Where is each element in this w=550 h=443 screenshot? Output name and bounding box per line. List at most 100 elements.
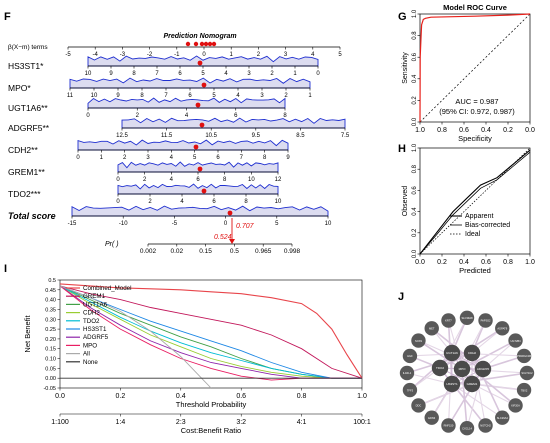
- nomogram-tick-label: 0: [76, 155, 80, 161]
- dca-cost-tick-label: 2:3: [176, 419, 186, 426]
- nomogram-tick-label: 2: [270, 71, 274, 77]
- beta-point: [199, 41, 205, 47]
- nomogram-tick-label: -5: [172, 221, 178, 227]
- nomogram-tick-label: 2: [123, 155, 127, 161]
- network-node-label: MPO: [459, 367, 467, 371]
- nomogram-tick-label: 1: [308, 93, 312, 99]
- network-node-label: CDH2: [468, 351, 476, 355]
- beta-point: [185, 41, 191, 47]
- nomogram-tick-label: 8: [223, 177, 227, 183]
- network-node-center: [443, 344, 461, 362]
- network-node-outer: [519, 365, 535, 381]
- dca-x-tick-label: 0.4: [176, 393, 186, 400]
- network-node-outer: [508, 398, 523, 413]
- nomogram-tick-label: -1: [174, 52, 180, 58]
- dca-y-tick-label: 0.40: [45, 298, 56, 304]
- observation-point: [197, 166, 203, 172]
- dca-panel: I -0.05 0.00 0.05 0.10 0.15 0.20 0.25 0.30 0.35 0.…: [4, 263, 371, 435]
- dca-y-tick-label: 0.20: [45, 337, 56, 343]
- dca-x-tick-label: 0.2: [116, 393, 126, 400]
- nomogram-tick-label: 3: [260, 93, 264, 99]
- nomogram-tick-label: 2: [143, 177, 147, 183]
- network-node-label: DDC: [416, 404, 422, 408]
- network-panel: J SLC39A8 PAPSS2 AGPAT9 UGT2B4 PPARGC1B SULT1C…: [398, 291, 535, 436]
- nomogram-tick-label: 2: [148, 199, 152, 205]
- dca-x-tick-label: 0.0: [55, 393, 65, 400]
- network-edge: [418, 383, 473, 406]
- nomogram-tick-label: 0.15: [199, 248, 212, 255]
- panel-letter-h: H: [398, 143, 406, 155]
- network-node-label: CXCL14: [462, 426, 472, 430]
- nomogram-row-label: UGT1A6**: [8, 103, 48, 113]
- calibration-panel: H 0.0 0.2 0.4 0.6 0.8 1.0 0.0 0.2 0.4 0.6 0.8 1.0 Pre…: [398, 143, 535, 275]
- dca-cost-tick-label: 3:2: [236, 419, 246, 426]
- dca-legend-label: HS3ST1: [83, 326, 107, 333]
- observation-point: [195, 102, 201, 108]
- nomogram-tick-label: 5: [275, 221, 279, 227]
- observation-point: [199, 122, 205, 128]
- network-node-outer: [441, 418, 456, 433]
- dca-cost-label: Cost:Benefit Ratio: [181, 426, 241, 435]
- nomogram-tick-label: 6: [212, 199, 216, 205]
- nomogram-tick-label: 7: [155, 71, 159, 77]
- observation-point: [197, 60, 203, 66]
- density-curve: [87, 97, 286, 109]
- roc-title: Model ROC Curve: [443, 3, 507, 12]
- dca-legend-label: All: [83, 351, 90, 358]
- dca-curve: [59, 285, 362, 381]
- network-node-label: SOX9: [415, 339, 422, 343]
- roc-y-tick-label: 0.2: [412, 96, 418, 105]
- network-node-label: TDO2: [436, 366, 444, 370]
- nomogram-tick-label: 1: [100, 155, 104, 161]
- roc-x-tick-label: 0.6: [459, 127, 469, 134]
- panel-letter-f: F: [4, 11, 11, 23]
- dca-curve: [59, 285, 362, 379]
- network-node-label: NOTCH2: [480, 424, 491, 428]
- nomogram-row-label: ADGRF5**: [8, 123, 50, 133]
- roc-x-label: Specificity: [458, 134, 492, 143]
- cal-y-tick-label: 0.4: [412, 207, 418, 216]
- dca-y-tick-label: 0.35: [45, 307, 56, 313]
- nomogram-tick-label: 12.5: [116, 133, 128, 139]
- roc-y-label: Sensitivity: [402, 52, 409, 84]
- nomogram-tick-label: 4: [224, 71, 228, 77]
- nomogram-tick-label: 8: [283, 113, 287, 119]
- calibration-line: [419, 151, 531, 255]
- dca-curve: [59, 283, 363, 379]
- cal-x-tick-label: 0.8: [503, 259, 513, 266]
- cal-y-label: Observed: [402, 186, 409, 216]
- network-node-outer: [424, 321, 439, 336]
- network-node-outer: [402, 348, 418, 364]
- dca-y-label: Net Benefit: [23, 315, 32, 353]
- density-curve: [77, 139, 289, 151]
- observation-point: [201, 82, 207, 88]
- nomogram-tick-label: 9: [109, 71, 113, 77]
- observation-point: [201, 188, 207, 194]
- network-node-outer: [516, 348, 532, 364]
- network-node-outer: [441, 313, 456, 328]
- dca-curve: [59, 285, 363, 379]
- dca-legend-label: TDO2: [83, 318, 100, 325]
- network-node-outer: [478, 418, 493, 433]
- nomogram-tick-label: 12: [275, 177, 282, 183]
- network-node-center: [443, 375, 461, 393]
- roc-x-tick-label: 0.4: [481, 127, 491, 134]
- dca-y-tick-label: 0.5: [48, 278, 56, 284]
- nomogram-row-label: MPO*: [8, 83, 31, 93]
- network-edge: [451, 383, 503, 419]
- total-score-value: 0.707: [236, 223, 255, 230]
- network-node-center: [474, 360, 492, 378]
- calibration-line: [419, 147, 531, 255]
- dca-legend-label: ADGRF5: [83, 334, 109, 341]
- network-node-center: [463, 344, 481, 362]
- cal-x-tick-label: 1.0: [525, 259, 535, 266]
- nomogram-tick-label: 4: [236, 93, 240, 99]
- network-node-label: PAPSS2: [481, 319, 491, 323]
- dca-x-tick-label: 0.8: [297, 393, 307, 400]
- nomogram-tick-label: 6: [196, 177, 200, 183]
- roc-y-tick-label: 1.0: [412, 9, 418, 18]
- nomogram-tick-label: 3: [284, 52, 288, 58]
- nomogram-tick-label: -2: [147, 52, 153, 58]
- panel-letter-i: I: [4, 263, 7, 275]
- cal-legend-label: Bias-corrected: [465, 222, 510, 229]
